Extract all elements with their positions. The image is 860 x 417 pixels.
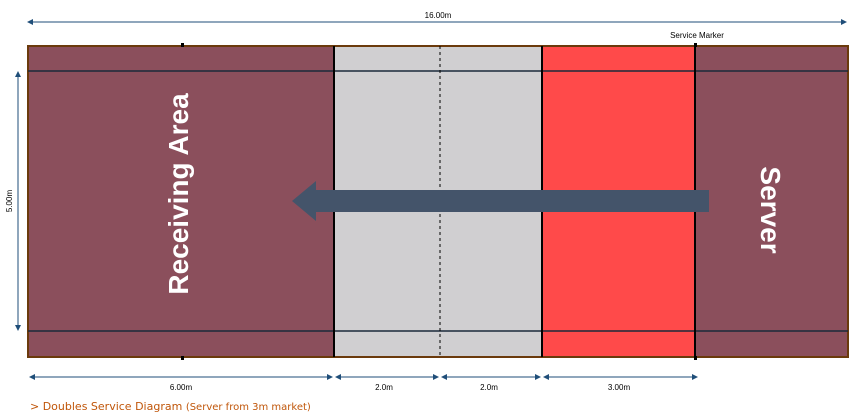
segment-label-service: 3.00m	[608, 383, 631, 392]
diagram-caption: > Doubles Service Diagram (Server from 3…	[30, 400, 311, 413]
width-label: 5.00m	[5, 190, 14, 213]
segment-label-receiving: 6.00m	[170, 383, 193, 392]
tick-mark	[181, 43, 184, 47]
caption-note: (Server from 3m market)	[185, 402, 311, 413]
tick-mark	[694, 43, 697, 47]
server-label: Server	[755, 166, 786, 253]
tick-mark	[181, 356, 184, 360]
court-outline	[27, 45, 849, 358]
receiving-area-zone	[28, 46, 334, 357]
tick-mark	[694, 356, 697, 360]
server-zone	[695, 46, 848, 357]
segment-label-middle-left: 2.0m	[375, 383, 393, 392]
segment-label-middle-right: 2.0m	[480, 383, 498, 392]
serve-direction-arrow	[292, 181, 709, 221]
total-length-label: 16.00m	[425, 11, 452, 20]
receiving-area-label: Receiving Area	[163, 93, 194, 295]
service-marker-label: Service Marker	[670, 31, 724, 40]
caption-title: > Doubles Service Diagram	[30, 400, 183, 413]
